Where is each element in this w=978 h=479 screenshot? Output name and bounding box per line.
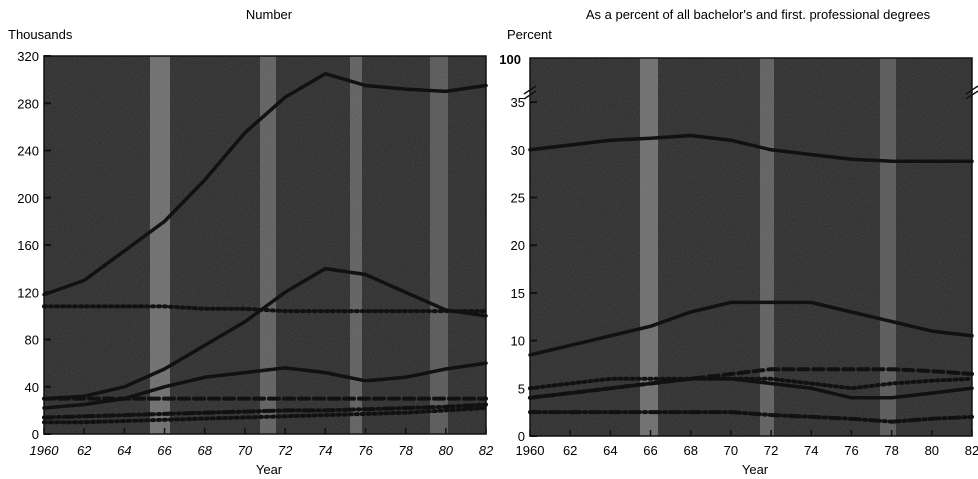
right-x-tick-label: 76 [844,443,858,458]
left-y-tick-label: 120 [17,285,39,300]
left-series-line-2 [42,266,488,401]
left-x-tick-label: 78 [398,443,413,458]
left-y-axis-label: Thousands [8,27,73,42]
left-x-tick-label: 64 [117,443,131,458]
left-x-ticks: 1960 62 64 66 68 70 72 74 76 78 80 82 [30,428,494,458]
left-y-ticks: 0 40 80 120 160 200 240 280 320 [17,49,51,442]
left-x-tick-label: 82 [479,443,494,458]
left-series-line-7 [42,406,488,425]
left-y-tick-label: 200 [17,191,39,206]
left-x-tick-label: 74 [318,443,332,458]
right-x-tick-label: 72 [764,443,778,458]
right-x-tick-label: 64 [603,443,617,458]
left-y-tick-label: 240 [17,144,39,159]
right-y-axis-label: Percent [507,27,552,42]
left-chart: Number Thousands 0 40 80 120 160 200 240 280 320… [8,7,494,477]
right-plot-background [530,58,972,436]
left-series-line-6 [42,402,488,420]
left-x-tick-label: 1960 [30,443,60,458]
right-x-tick-label: 70 [724,443,738,458]
right-series-line-5 [528,410,974,424]
right-plot-frame [529,57,973,437]
right-y-tick-label: 20 [511,238,525,253]
right-x-tick-label: 68 [683,443,697,458]
right-y-tick-label: 10 [511,334,525,349]
left-y-tick-label: 280 [17,96,39,111]
left-chart-title: Number [246,7,293,22]
left-x-tick-label: 76 [358,443,373,458]
right-y-tick-label: 25 [511,190,525,205]
left-y-tick-label: 0 [32,427,39,442]
left-y-tick-label: 160 [17,238,39,253]
right-y-tick-label: 15 [511,286,525,301]
right-x-tick-label: 66 [643,443,657,458]
left-x-tick-label: 70 [238,443,253,458]
left-plot-background [44,56,486,434]
right-x-tick-label: 78 [884,443,898,458]
left-x-tick-label: 68 [197,443,212,458]
left-x-tick-label: 62 [77,443,92,458]
right-x-tick-label: 62 [563,443,577,458]
right-x-ticks: 1960 62 64 66 68 70 72 74 76 78 80 82 [516,430,978,458]
left-y-tick-label: 80 [25,333,39,348]
left-x-tick-label: 80 [439,443,454,458]
right-y-tick-label: 5 [518,381,525,396]
right-x-tick-label: 82 [965,443,978,458]
right-axis-break-mark [523,85,978,100]
right-chart: As a percent of all bachelor's and first… [499,7,978,477]
right-series-lines [528,133,974,424]
left-x-tick-label: 66 [157,443,172,458]
right-series-line-6 [528,377,974,400]
right-y-tick-label: 30 [511,143,525,158]
left-x-tick-label: 72 [278,443,293,458]
left-series-line-4 [42,304,488,314]
right-axis-break-label: 100 [499,52,521,67]
right-series-line-2 [528,300,974,357]
right-x-tick-label: 74 [804,443,818,458]
right-y-tick-label: 0 [518,429,525,444]
right-y-tick-label: 35 [511,95,525,110]
right-x-axis-label: Year [742,462,769,477]
left-series-line-1 [42,71,488,297]
right-x-tick-label: 80 [925,443,939,458]
left-y-tick-label: 40 [25,380,39,395]
right-x-tick-label: 1960 [516,443,545,458]
left-series-lines [42,71,488,425]
right-y-ticks: 0 5 10 15 20 25 30 35 [511,95,537,444]
right-series-line-3 [528,376,974,391]
right-series-line-1 [528,133,974,163]
left-x-axis-label: Year [256,462,283,477]
left-y-tick-label: 320 [17,49,39,64]
right-chart-title: As a percent of all bachelor's and first… [586,7,931,22]
